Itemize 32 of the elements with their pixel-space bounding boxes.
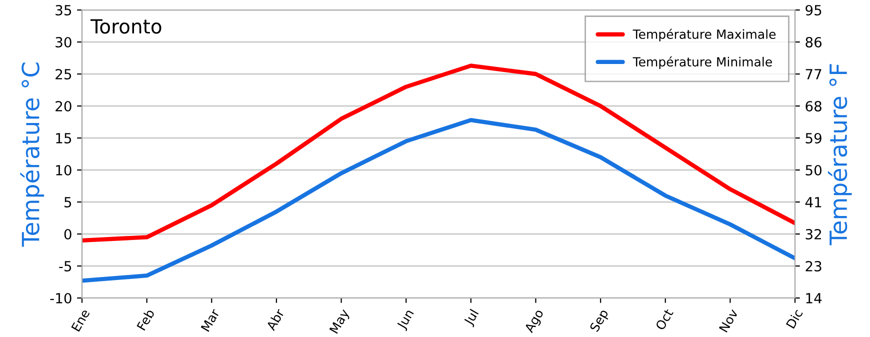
y2-tick-label: 41	[805, 197, 822, 208]
chart-title: Toronto	[90, 19, 162, 34]
y-tick-label: 30	[56, 36, 72, 48]
y2-tick-label: 86	[806, 36, 822, 48]
y-tick-label: 0	[64, 228, 72, 240]
y-axis-title: Température °C	[20, 62, 44, 247]
y-tick-label: -5	[59, 261, 72, 272]
line-series	[82, 118, 795, 283]
y2-axis-title: Température °F	[828, 64, 852, 246]
y-tick-label: 15	[56, 133, 72, 144]
y2-tick-label: 23	[806, 260, 822, 272]
x-tick-label: Ene	[71, 308, 90, 332]
y2-tick-label: 95	[806, 4, 822, 16]
x-tick-label: Jul	[463, 308, 481, 328]
y-tick-label: 25	[56, 68, 72, 80]
y-tick-label: 10	[56, 164, 72, 176]
y2-tick-label: 32	[806, 228, 822, 240]
y-tick-label: 20	[56, 100, 72, 112]
legend-label: Température Minimale	[632, 56, 772, 69]
x-tick-label: Feb	[136, 308, 155, 331]
y-tick-label: 35	[56, 4, 72, 16]
x-tick-label: Oct	[655, 308, 674, 331]
y2-tick-label: 68	[806, 100, 822, 112]
y2-tick-label: 59	[806, 132, 822, 144]
y2-tick-label: 50	[806, 164, 822, 176]
x-tick-label: Dic	[786, 308, 803, 329]
y-tick-label: 5	[64, 197, 72, 208]
legend-label: Température Maximale	[632, 28, 776, 42]
y2-tick-label: 14	[806, 293, 822, 304]
x-tick-label: Jun	[396, 308, 416, 332]
y-tick-label: -10	[50, 292, 72, 304]
y2-tick-label: 77	[806, 69, 822, 80]
